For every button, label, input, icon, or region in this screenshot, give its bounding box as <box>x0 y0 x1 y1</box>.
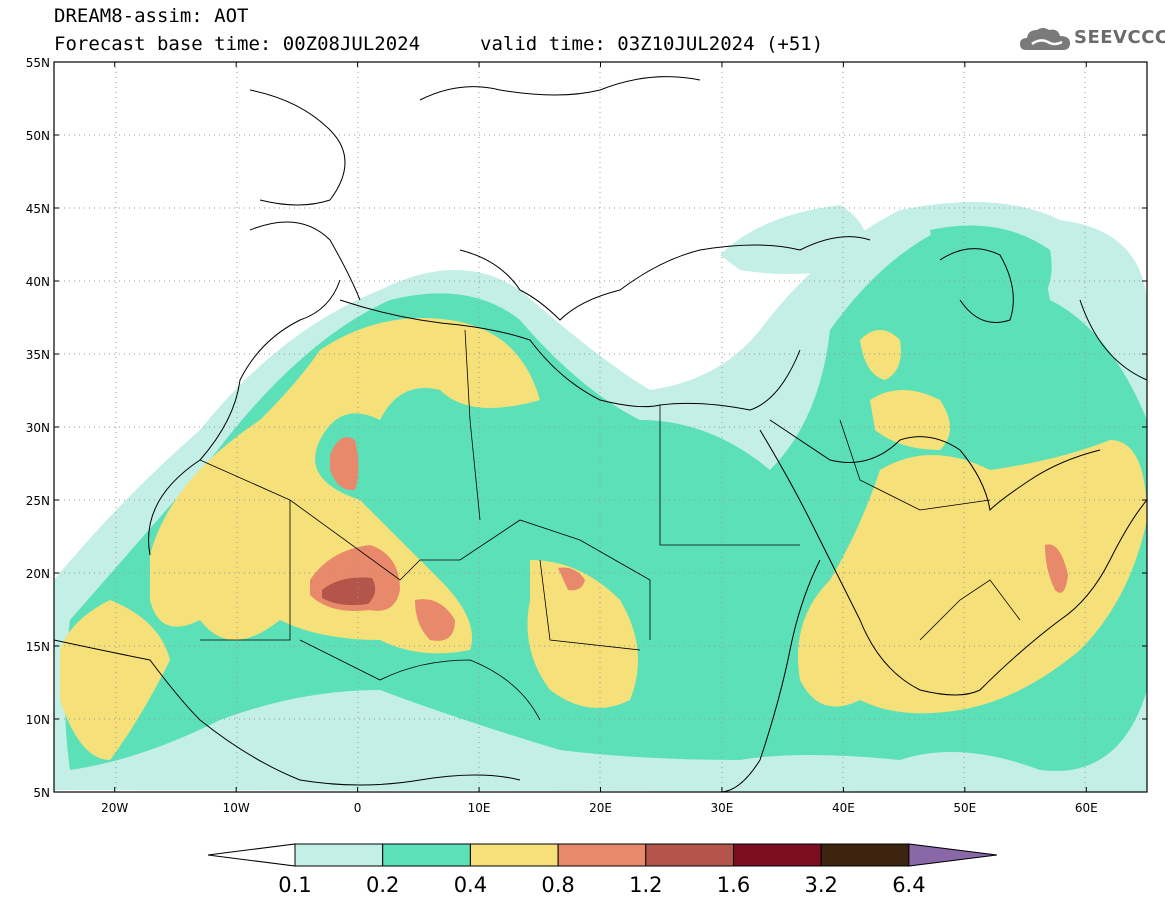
colorbar-segment <box>820 843 910 867</box>
aot-region-syria <box>860 330 901 380</box>
graticule <box>54 62 1147 792</box>
lon-tick-label: 40E <box>832 801 855 815</box>
colorbar-under-triangle <box>207 843 296 867</box>
aot-region-black-sea-belt <box>720 205 867 274</box>
lat-tick-label: 35N <box>26 348 50 362</box>
lon-tick-label: 10E <box>468 801 491 815</box>
aot-region-low <box>54 202 1147 792</box>
aot-region-high-libya <box>558 567 585 591</box>
colorbar-segment <box>645 843 734 867</box>
aot-region-mauritania <box>60 600 170 760</box>
aot-region-high-mali <box>310 545 400 611</box>
colorbar-segment <box>294 843 384 867</box>
aot-region-chad <box>527 560 638 708</box>
lat-tick-label: 25N <box>26 494 50 508</box>
forecast-base-time: Forecast base time: 00Z08JUL2024 <box>54 33 421 55</box>
colorbar-label: 6.4 <box>892 873 925 897</box>
aot-region-peak <box>322 577 376 606</box>
map-frame <box>53 61 1148 793</box>
chart-title: DREAM8-assim: AOT <box>54 5 249 27</box>
lat-tick-label: 15N <box>26 640 50 654</box>
latitude-labels: 55N 50N 45N 40N 35N 30N 25N 20N 15N 10N 5N <box>26 56 50 800</box>
lon-tick-label: 10W <box>223 801 250 815</box>
aot-region-high-niger <box>415 599 455 641</box>
aot-region-iraq <box>870 390 950 450</box>
lat-tick-label: 40N <box>26 275 50 289</box>
coastlines <box>54 76 1147 792</box>
valid-time: valid time: 03Z10JUL2024 (+51) <box>480 33 824 55</box>
aot-region-arabia <box>798 440 1147 714</box>
colorbar-label: 1.6 <box>717 873 750 897</box>
aot-region-caspian <box>930 225 1052 330</box>
lat-tick-label: 5N <box>33 786 50 800</box>
longitude-labels: 20W 10W 0 10E 20E 30E 40E 50E 60E <box>101 801 1098 815</box>
colorbar <box>207 843 997 867</box>
colorbar-label: 0.8 <box>541 873 574 897</box>
lat-tick-label: 50N <box>26 129 50 143</box>
colorbar-label: 0.2 <box>366 873 399 897</box>
lat-tick-label: 10N <box>26 713 50 727</box>
lon-tick-label: 20E <box>589 801 612 815</box>
colorbar-segment <box>382 843 471 867</box>
lat-tick-label: 30N <box>26 421 50 435</box>
colorbar-labels: 0.1 0.2 0.4 0.8 1.2 1.6 3.2 6.4 <box>278 873 925 897</box>
axis-ticks <box>54 61 1147 793</box>
lon-tick-label: 50E <box>953 801 976 815</box>
aot-region-moderate <box>65 230 1147 771</box>
colorbar-label: 1.2 <box>629 873 662 897</box>
colorbar-over-triangle <box>908 843 997 867</box>
colorbar-segment <box>469 843 559 867</box>
colorbar-label: 0.4 <box>454 873 487 897</box>
cloud-icon <box>1020 28 1070 50</box>
aot-region-sahara-west <box>150 318 540 654</box>
lat-tick-label: 45N <box>26 202 50 216</box>
lon-tick-label: 30E <box>711 801 734 815</box>
logo-text: SEEVCCC <box>1074 27 1165 48</box>
aot-region-high-oman <box>1045 544 1068 593</box>
colorbar-label: 3.2 <box>804 873 837 897</box>
lon-tick-label: 0 <box>354 801 362 815</box>
lat-tick-label: 20N <box>26 567 50 581</box>
country-borders <box>199 329 1021 721</box>
seevccc-logo: SEEVCCC <box>1018 22 1165 58</box>
lon-tick-label: 20W <box>101 801 128 815</box>
colorbar-label: 0.1 <box>278 873 311 897</box>
aot-field <box>54 62 1147 792</box>
lon-tick-label: 60E <box>1075 801 1098 815</box>
colorbar-segment <box>557 843 647 867</box>
aot-region-high-algeria <box>330 437 359 491</box>
lat-tick-label: 55N <box>26 56 50 70</box>
colorbar-segment <box>733 843 822 867</box>
